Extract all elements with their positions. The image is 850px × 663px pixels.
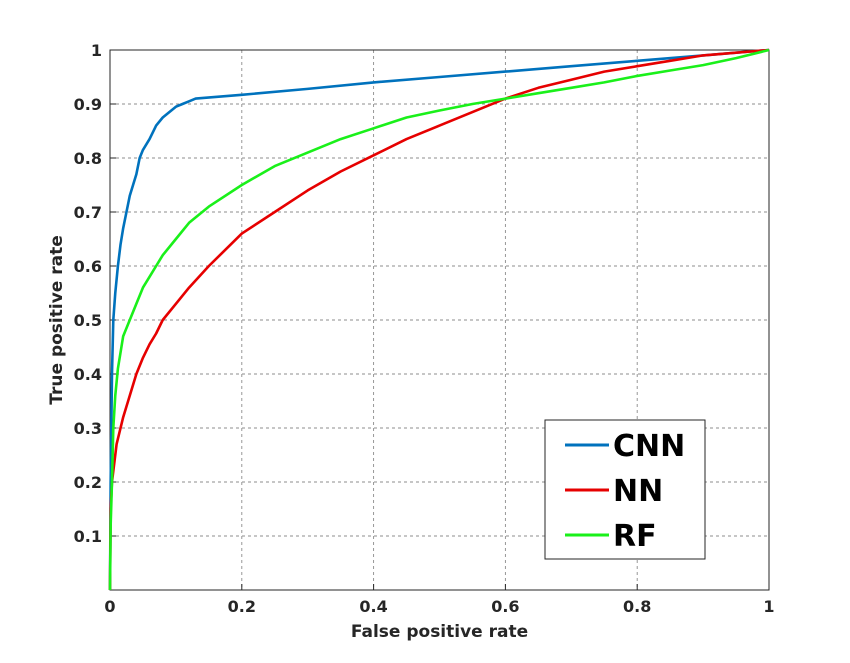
y-tick-label: 0.8 xyxy=(74,149,102,168)
x-axis-label: False positive rate xyxy=(351,622,528,642)
y-tick-label: 0.7 xyxy=(74,203,102,222)
y-tick-label: 0.2 xyxy=(74,473,102,492)
y-tick-label: 0.3 xyxy=(74,419,102,438)
series-line-nn xyxy=(108,48,770,591)
series-line-rf xyxy=(108,48,770,591)
grid xyxy=(110,50,769,590)
y-tick-label: 0.5 xyxy=(74,311,102,330)
x-tick-label: 0.4 xyxy=(359,597,387,616)
y-tick-label: 0.9 xyxy=(74,95,102,114)
legend-label-rf: RF xyxy=(613,519,657,554)
legend: CNN NN RF xyxy=(544,419,706,560)
series-lines xyxy=(108,48,770,591)
x-tick-label: 0.6 xyxy=(491,597,519,616)
series-line-cnn xyxy=(108,48,770,591)
legend-label-nn: NN xyxy=(613,474,663,509)
y-tick-label: 0.6 xyxy=(74,257,102,276)
x-tick-label: 0.8 xyxy=(623,597,651,616)
x-tick-label: 0.2 xyxy=(228,597,256,616)
x-tick-label: 0 xyxy=(104,597,115,616)
y-axis-label: True positive rate xyxy=(47,235,67,404)
y-tick-label: 0.1 xyxy=(74,527,102,546)
x-tick-label: 1 xyxy=(763,597,774,616)
axis-ticks: 0 0.2 0.4 0.6 0.8 1 0.1 0.2 0.3 0.4 0.5 0.6 0.7 0.8 0.… xyxy=(74,41,775,616)
legend-label-cnn: CNN xyxy=(613,429,685,464)
y-tick-label: 1 xyxy=(91,41,102,60)
y-tick-label: 0.4 xyxy=(74,365,102,384)
